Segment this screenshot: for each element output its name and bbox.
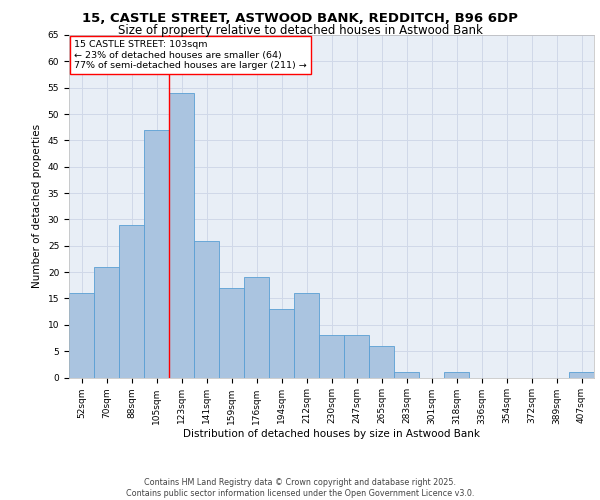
Bar (269, 309, 294, 378)
Bar (444, 372, 469, 378)
Bar (144, 130, 169, 378)
Bar (369, 346, 394, 378)
Text: 15 CASTLE STREET: 103sqm
← 23% of detached houses are smaller (64)
77% of semi-d: 15 CASTLE STREET: 103sqm ← 23% of detach… (74, 40, 307, 70)
Text: Contains HM Land Registry data © Crown copyright and database right 2025.
Contai: Contains HM Land Registry data © Crown c… (126, 478, 474, 498)
Bar (169, 93, 194, 378)
Bar (294, 293, 319, 378)
Bar (69, 293, 94, 378)
X-axis label: Distribution of detached houses by size in Astwood Bank: Distribution of detached houses by size … (183, 429, 480, 439)
Bar (244, 278, 269, 378)
Bar (344, 336, 369, 378)
Text: 15, CASTLE STREET, ASTWOOD BANK, REDDITCH, B96 6DP: 15, CASTLE STREET, ASTWOOD BANK, REDDITC… (82, 12, 518, 26)
Bar (94, 267, 119, 378)
Bar (319, 336, 344, 378)
Bar (569, 372, 594, 378)
Y-axis label: Number of detached properties: Number of detached properties (32, 124, 42, 288)
Bar (394, 372, 419, 378)
Bar (119, 224, 144, 378)
Text: Size of property relative to detached houses in Astwood Bank: Size of property relative to detached ho… (118, 24, 482, 37)
Bar (194, 240, 219, 378)
Bar (219, 288, 244, 378)
